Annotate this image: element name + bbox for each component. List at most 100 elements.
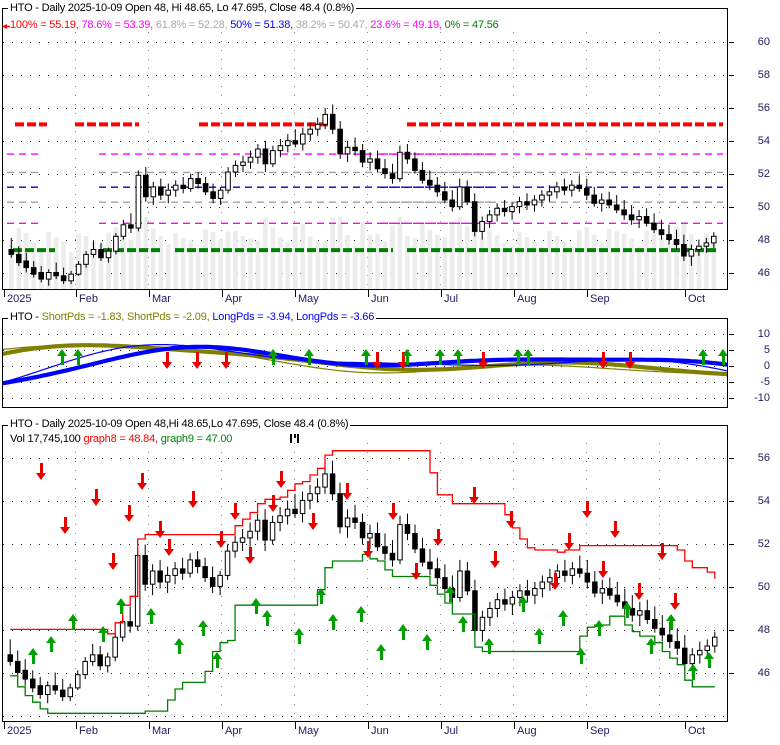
channel-sell-arrow-icon [469, 487, 480, 504]
channel-buy-arrow-icon [484, 638, 495, 660]
channel-buy-arrow-icon [398, 624, 409, 646]
osc-legend-shortpds-2: ShortPds = -2.09, [126, 311, 213, 323]
channel-sell-arrow-icon [433, 529, 444, 546]
channel-sell-arrow-icon [268, 495, 279, 512]
osc-ytick-10: 10 [757, 328, 770, 340]
osc-sell-arrow-icon [625, 352, 636, 369]
osc-sell-arrow-icon [372, 352, 383, 369]
price-ytick-48: 48 [757, 234, 770, 246]
channel-buy-arrow-icon [576, 648, 587, 670]
channel-buy-arrow-icon [198, 620, 209, 642]
channel-sell-arrow-icon [342, 483, 353, 500]
osc-buy-arrow-icon [402, 349, 413, 371]
price-ytick-56: 56 [757, 102, 770, 114]
osc-sell-arrow-icon [192, 352, 203, 369]
fib-legend-100: 100% = 55.19, [10, 19, 82, 31]
channel-sell-arrow-icon [155, 521, 166, 538]
channel-buy-arrow-icon [534, 628, 545, 650]
osc-symbol: HTO - [10, 311, 42, 323]
channel-buy-arrow-icon [262, 610, 273, 632]
channel-sell-arrow-icon [610, 521, 621, 538]
channel-ytick-46: 46 [757, 667, 770, 679]
osc-ytick-neg10: -10 [754, 392, 770, 404]
price-title-text: HTO - Daily 2025-10-09 Open 48, Hi 48.65… [10, 2, 355, 14]
osc-buy-arrow-icon [698, 349, 709, 371]
channel-sell-arrow-icon [308, 513, 319, 530]
channel-panel-frame [2, 425, 728, 722]
fib-legend-236: 23.6% = 49.19, [370, 19, 445, 31]
channel-buy-arrow-icon [666, 614, 677, 636]
channel-buy-arrow-icon [704, 652, 715, 674]
osc-buy-arrow-icon [435, 349, 446, 371]
fib-100-pointer-icon [2, 24, 10, 29]
channel-sell-arrow-icon [550, 573, 561, 590]
fib-legend-50: 50% = 51.38, [230, 19, 296, 31]
osc-buy-arrow-icon [718, 349, 727, 371]
channel-sell-arrow-icon [411, 563, 422, 580]
osc-legend-longpds-1: LongPds = -3.94, [212, 311, 297, 323]
channel-buy-arrow-icon [558, 610, 569, 632]
osc-buy-arrow-icon [453, 349, 464, 371]
oscillator-title: HTO - ShortPds = -1.83, ShortPds = -2.09… [8, 311, 377, 323]
channel-buy-arrow-icon [46, 636, 57, 658]
channel-title: HTO - Daily 2025-10-09 Open 48,Hi 48.65,… [8, 418, 351, 430]
channel-buy-arrow-icon [146, 608, 157, 630]
channel-sell-arrow-icon [564, 533, 575, 550]
channel-xtick-oct: Oct [688, 725, 706, 737]
channel-subtitle: Vol 17,745,100 graph8 = 48.84, graph9 = … [8, 433, 235, 445]
channel-ytick-50: 50 [757, 581, 770, 593]
price-ytick-54: 54 [757, 135, 770, 147]
channel-sell-arrow-icon [108, 553, 119, 570]
channel-buy-arrow-icon [316, 588, 327, 610]
channel-sell-arrow-icon [363, 541, 374, 558]
channel-graph8: graph8 = 48.84, [83, 433, 161, 445]
osc-sell-arrow-icon [221, 352, 232, 369]
price-xtick-feb: Feb [79, 293, 98, 305]
channel-sell-arrow-icon [634, 583, 645, 600]
osc-sell-arrow-icon [478, 352, 489, 369]
price-ytick-50: 50 [757, 201, 770, 213]
channel-plot-area [3, 443, 727, 721]
channel-ytick-52: 52 [757, 538, 770, 550]
oscillator-panel: HTO - ShortPds = -1.83, ShortPds = -2.09… [2, 311, 770, 414]
oscillator-plot-area [3, 326, 727, 407]
channel-buy-arrow-icon [294, 628, 305, 650]
osc-sell-arrow-icon [598, 352, 609, 369]
channel-buy-arrow-icon [458, 616, 469, 638]
channel-buy-arrow-icon [622, 602, 633, 624]
price-xtick-jul: Jul [444, 293, 459, 305]
channel-bars [7, 450, 718, 714]
osc-ytick-5: 5 [763, 344, 770, 356]
osc-ytick-0: 0 [763, 360, 770, 372]
fib-legend-786: 78.6% = 53.39, [81, 19, 156, 31]
channel-ytick-56: 56 [757, 452, 770, 464]
osc-buy-arrow-icon [268, 349, 279, 371]
channel-buy-arrow-icon [68, 614, 79, 636]
price-xtick-sep: Sep [590, 293, 610, 305]
price-fib-legend: 100% = 55.19, 78.6% = 53.39, 61.8% = 52.… [8, 19, 501, 31]
channel-sell-arrow-icon [490, 551, 501, 568]
price-ytick-58: 58 [757, 69, 770, 81]
channel-sell-arrow-icon [230, 503, 241, 520]
price-xtick-may: May [298, 293, 319, 305]
channel-sell-arrow-icon [582, 501, 593, 518]
channel-panel: HTO - Daily 2025-10-09 Open 48,Hi 48.65,… [2, 418, 770, 743]
channel-xtick-may: May [298, 725, 319, 737]
price-candles [7, 104, 723, 289]
channel-xtick-mar: Mar [152, 725, 171, 737]
price-plot-area [3, 32, 727, 289]
channel-buy-arrow-icon [212, 652, 223, 674]
channel-buy-arrow-icon [518, 596, 529, 618]
osc-legend-shortpds-1: ShortPds = -1.83, [41, 311, 127, 323]
channel-sell-arrow-icon [506, 511, 517, 528]
price-xtick-oct: Oct [688, 293, 706, 305]
channel-xtick-apr: Apr [225, 725, 243, 737]
channel-buy-arrow-icon [98, 626, 109, 648]
channel-buy-arrow-icon [594, 620, 605, 642]
fib-legend-618: 61.8% = 52.28, [155, 19, 231, 31]
channel-xtick-feb: Feb [79, 725, 98, 737]
osc-legend-longpds-2: LongPds = -3.66 [296, 311, 375, 323]
channel-sell-arrow-icon [216, 531, 227, 548]
channel-sell-arrow-icon [124, 505, 135, 522]
